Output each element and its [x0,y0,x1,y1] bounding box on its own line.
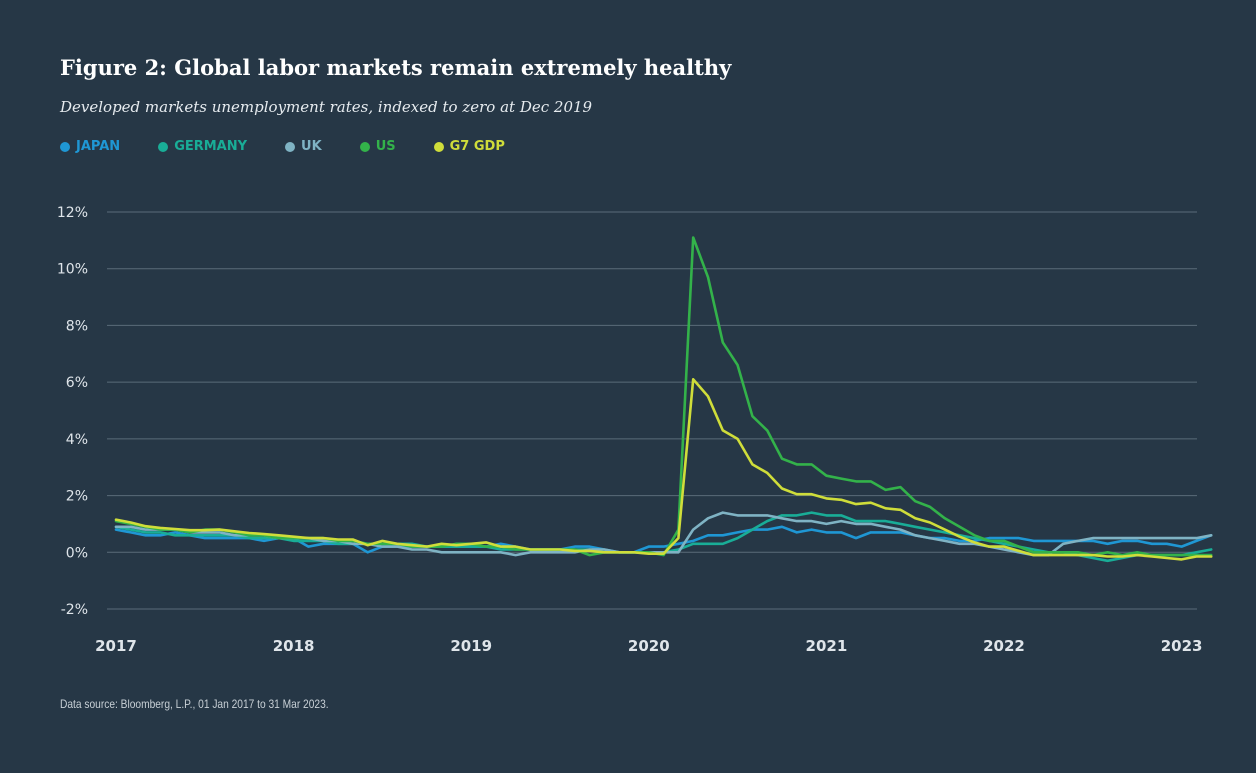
chart-legend: JAPAN GERMANY UK US G7 GDP [60,139,505,154]
series-line-us [114,236,1213,557]
legend-label: UK [301,139,322,154]
legend-item-us: US [359,139,396,154]
x-tick-label: 2020 [628,637,670,655]
legend-dot-icon [433,141,444,152]
legend-item-japan: JAPAN [60,139,120,154]
y-tick-label: -2% [61,602,88,618]
x-tick-label: 2018 [273,637,315,655]
data-source-footnote: Data source: Bloomberg, L.P., 01 Jan 201… [60,697,329,711]
legend-item-germany: GERMANY [158,139,247,154]
legend-dot-icon [158,141,169,152]
legend-dot-icon [359,141,370,152]
y-tick-label: 2% [66,489,88,505]
y-tick-label: 6% [66,375,88,391]
legend-item-g7-gdp: G7 GDP [433,139,505,154]
legend-label: US [375,139,396,154]
x-tick-label: 2022 [983,637,1025,655]
x-tick-label: 2021 [806,637,848,655]
legend-label: G7 GDP [449,139,505,154]
legend-dot-icon [285,141,296,152]
series-line-uk [114,511,1213,557]
legend-label: JAPAN [76,139,121,154]
y-tick-label: 8% [66,318,88,334]
x-tick-label: 2019 [450,637,492,655]
y-tick-label: 10% [57,262,88,278]
chart-subtitle: Developed markets unemployment rates, in… [60,98,593,116]
x-tick-label: 2017 [95,637,137,655]
legend-item-uk: UK [285,139,322,154]
chart-title: Figure 2: Global labor markets remain ex… [60,55,732,80]
y-tick-label: 4% [66,432,88,448]
y-tick-label: 12% [57,205,88,221]
series-line-g7-gdp [114,377,1213,561]
legend-label: GERMANY [174,139,248,154]
legend-dot-icon [60,141,70,152]
x-tick-label: 2023 [1161,637,1203,655]
y-tick-label: 0% [66,545,88,561]
